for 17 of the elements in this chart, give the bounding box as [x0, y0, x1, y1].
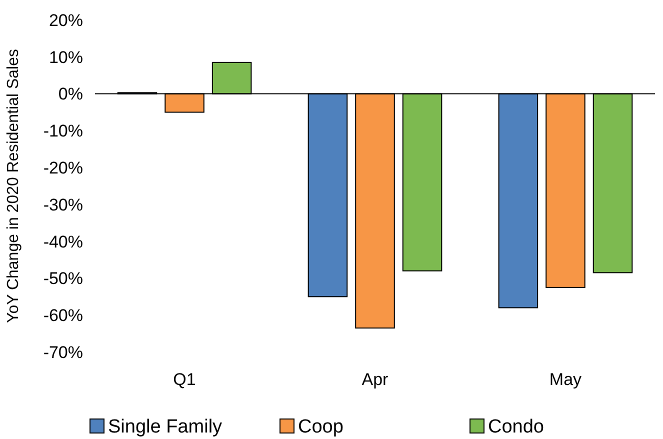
y-tick-label: 20%	[48, 10, 83, 30]
y-tick-label: 10%	[48, 48, 83, 67]
x-tick-label: May	[549, 370, 582, 389]
legend-label: Coop	[298, 416, 344, 438]
y-tick-label: -20%	[43, 158, 83, 178]
y-tick-label: -60%	[43, 306, 83, 326]
y-tick-label: 0%	[58, 84, 83, 104]
legend-label: Single Family	[108, 416, 223, 438]
y-tick-label: -10%	[43, 122, 83, 141]
y-tick-label: -30%	[43, 195, 83, 214]
y-tick-label: -70%	[43, 342, 83, 362]
x-tick-label: Q1	[173, 370, 196, 389]
y-axis-title: YoY Change in 2020 Residential Sales	[5, 49, 22, 323]
y-tick-label: -50%	[43, 269, 83, 288]
x-tick-label: Apr	[362, 370, 389, 389]
legend-label: Condo	[488, 416, 544, 438]
y-tick-label: -40%	[43, 232, 83, 252]
